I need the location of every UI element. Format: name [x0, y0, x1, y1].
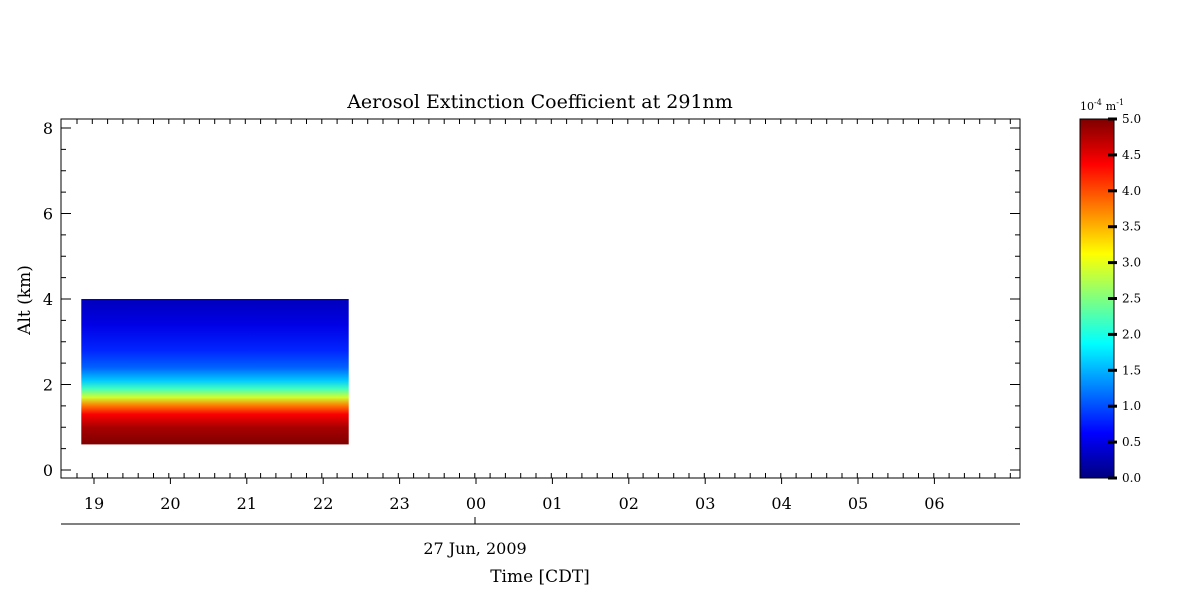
- colorbar-tick-label: 4.0: [1122, 184, 1141, 198]
- x-tick-label: 00: [466, 494, 486, 513]
- x-tick-label: 06: [924, 494, 944, 513]
- colorbar-tick-label: 2.5: [1122, 292, 1141, 306]
- colorbar-unit-exponent: -4: [1094, 98, 1102, 107]
- chart-title: Aerosol Extinction Coefficient at 291nm: [346, 91, 733, 113]
- x-tick-label: 05: [848, 494, 868, 513]
- y-tick-label: 4: [43, 290, 53, 309]
- x-tick-label: 01: [542, 494, 562, 513]
- x-tick-label: 04: [771, 494, 791, 513]
- x-tick-label: 20: [160, 494, 180, 513]
- colorbar-tick-label: 3.5: [1122, 220, 1141, 234]
- colorbar-tick-label: 1.5: [1122, 363, 1141, 377]
- time-axis: 19 20 21 22 23 00 01 02 03 04 05 06: [61, 478, 1020, 525]
- date-label: 27 Jun, 2009: [423, 539, 526, 558]
- colorbar-tick-label: 0.5: [1122, 435, 1141, 449]
- y-axis: 0 2 4 6 8: [43, 119, 1020, 480]
- x-tick-label: 19: [84, 494, 104, 513]
- colorbar: 10-4 m-1 0.0 0.5 1.0 1.5 2.0 2.5 3.0 3.5 4.0 4.5 5.…: [1079, 98, 1141, 485]
- colorbar-unit-label: m: [1106, 100, 1117, 113]
- y-tick-label: 8: [43, 119, 53, 138]
- x-axis-label: Time [CDT]: [490, 567, 590, 587]
- x-tick-label: 22: [313, 494, 333, 513]
- y-tick-label: 2: [43, 376, 53, 395]
- y-tick-label: 6: [43, 205, 53, 224]
- x-tick-label: 21: [237, 494, 257, 513]
- x-tick-label: 02: [619, 494, 639, 513]
- heatmap-image: [81, 299, 349, 445]
- colorbar-tick-label: 0.0: [1122, 471, 1141, 485]
- colorbar-tick-label: 4.5: [1122, 148, 1141, 162]
- colorbar-ticks: 0.0 0.5 1.0 1.5 2.0 2.5 3.0 3.5 4.0 4.5 5.0: [1108, 112, 1141, 485]
- colorbar-tick-label: 2.0: [1122, 327, 1141, 341]
- y-tick-label: 0: [43, 461, 53, 480]
- colorbar-unit-prefix: 10: [1080, 100, 1094, 113]
- x-tick-label: 23: [389, 494, 409, 513]
- x-tick-label: 03: [695, 494, 715, 513]
- x-frame-ticks: [76, 119, 1011, 478]
- colorbar-unit-label-exponent: -1: [1116, 98, 1124, 107]
- colorbar-tick-label: 1.0: [1122, 399, 1141, 413]
- heatmap-layer: [81, 299, 349, 445]
- colorbar-tick-label: 3.0: [1122, 256, 1141, 270]
- y-axis-label: Alt (km): [15, 265, 35, 336]
- colorbar-unit: 10-4 m-1: [1080, 98, 1124, 113]
- colorbar-tick-label: 5.0: [1122, 112, 1141, 126]
